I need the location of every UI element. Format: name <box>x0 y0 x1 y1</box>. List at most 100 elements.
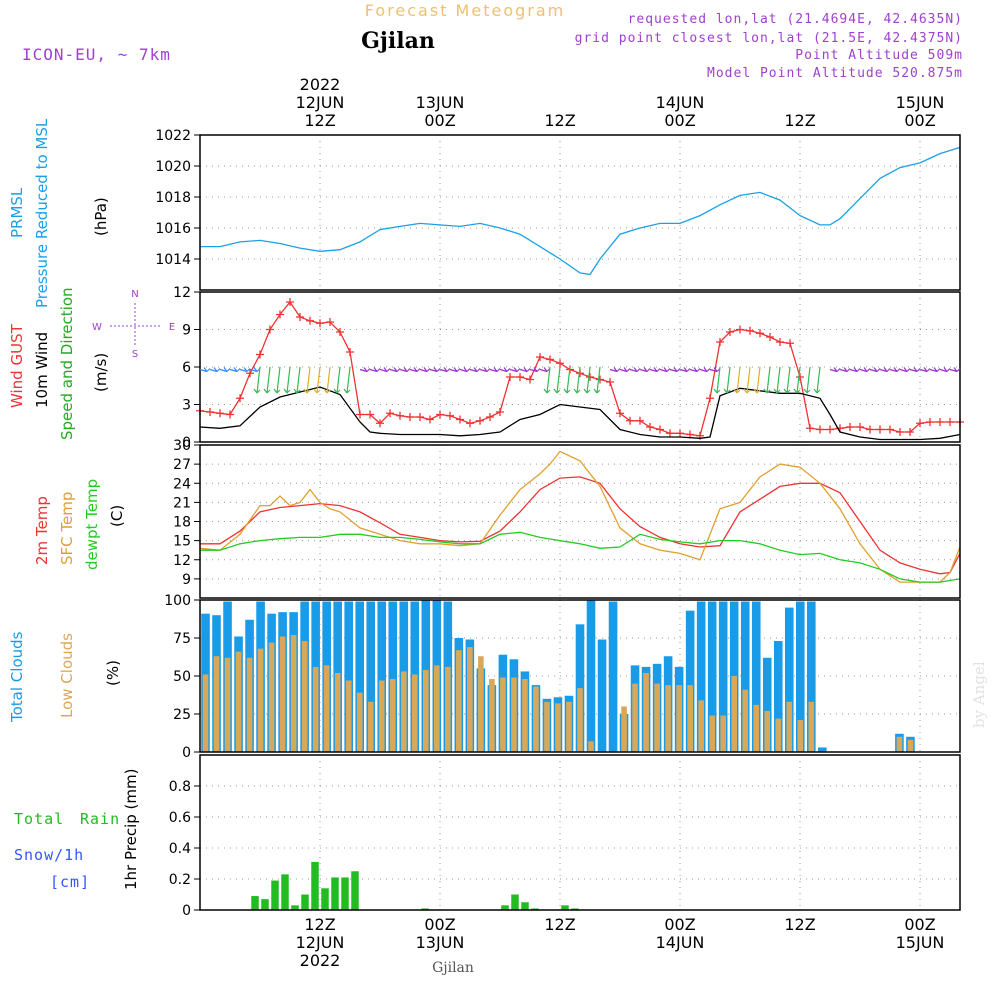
gust-marker <box>436 410 444 419</box>
gust-marker <box>886 425 894 434</box>
wind-arrow <box>919 368 928 373</box>
wind-arrow <box>369 368 378 373</box>
precipitation-frame <box>199 754 961 911</box>
low-cloud-bar <box>213 656 220 752</box>
low-cloud-bar <box>533 686 539 752</box>
precip-bar <box>281 874 289 910</box>
wind-arrowhead <box>283 388 291 394</box>
low-cloud-bar <box>698 700 704 752</box>
low-cloud-bar <box>544 701 550 752</box>
wind-arrowhead <box>463 367 471 372</box>
precip-label-total: Total <box>14 810 64 828</box>
time-axis-label: 00Z <box>904 111 935 130</box>
wind-ytick-label: 3 <box>182 398 191 414</box>
low-cloud-bar <box>489 679 495 752</box>
wind-arrow <box>869 368 878 373</box>
wind-arrow <box>276 366 281 394</box>
wind-arrowhead <box>203 367 211 372</box>
wind-arrowhead <box>573 388 581 394</box>
time-axis-label: 12JUN <box>296 933 345 952</box>
wind-arrowhead <box>743 388 751 394</box>
precip-bar <box>331 877 339 910</box>
footer-location: Gjilan <box>432 960 474 976</box>
wind-panel-labels: Wind GUST 10m Wind Speed and Direction (… <box>8 287 175 440</box>
wind-arrowhead <box>643 367 651 372</box>
total-cloud-bar <box>718 601 728 752</box>
wind-arrow <box>256 366 261 394</box>
temperature-ytick-label: 12 <box>173 553 191 569</box>
total-cloud-bar <box>696 601 706 752</box>
gust-marker <box>906 428 914 436</box>
time-axis-label: 00Z <box>664 915 695 934</box>
gust-marker <box>946 418 954 426</box>
precip-bar <box>261 899 269 910</box>
low-cloud-bar <box>301 641 308 752</box>
wind-arrow <box>459 368 468 373</box>
wind-arrowhead <box>953 367 961 372</box>
compass-e: E <box>169 322 175 333</box>
wind-arrow <box>359 368 368 373</box>
wind-arrow <box>689 368 698 373</box>
time-axis-label: 00Z <box>904 915 935 934</box>
precip-bar <box>341 877 349 910</box>
gust-marker <box>746 326 754 335</box>
total-cloud-bar <box>377 601 387 752</box>
gust-marker <box>356 410 364 419</box>
low-cloud-bar <box>434 665 440 752</box>
gust-marker <box>666 429 674 438</box>
cloud-label-low: Low Clouds <box>58 633 76 718</box>
wind-arrowhead <box>523 367 531 372</box>
wind-ytick-label: 6 <box>182 360 191 376</box>
precip-bar <box>501 905 509 910</box>
wind-arrowhead <box>533 367 541 372</box>
low-cloud-bar <box>566 701 572 752</box>
wind-arrow <box>479 368 488 373</box>
gust-marker <box>816 425 824 434</box>
wind-arrow <box>679 368 688 373</box>
gust-marker <box>406 413 414 421</box>
wind-arrowhead <box>853 367 861 372</box>
wind-arrow <box>609 368 618 373</box>
total-cloud-bar <box>784 607 794 752</box>
low-cloud-bar <box>753 704 760 752</box>
pressure-ytick-label: 1018 <box>155 190 191 206</box>
compass-s: S <box>132 349 138 360</box>
temperature-series-line <box>199 450 961 583</box>
wind-arrowhead <box>663 367 671 372</box>
precip-bar <box>311 861 319 910</box>
time-axis-label: 2022 <box>300 75 341 94</box>
pressure-ytick-label: 1020 <box>155 159 191 175</box>
time-axis-label: 13JUN <box>416 933 465 952</box>
wind-arrow <box>816 366 821 394</box>
wind-arrow <box>346 366 351 394</box>
precip-bar <box>351 871 359 910</box>
time-axis-label: 12Z <box>784 915 815 934</box>
temp-label-sfc: SFC Temp <box>58 492 76 565</box>
precipitation-ytick-label: 0.8 <box>169 779 191 795</box>
low-cloud-bar <box>378 680 385 752</box>
wind-arrowhead <box>793 388 801 394</box>
precip-bar <box>301 894 309 910</box>
low-cloud-bar <box>500 677 506 752</box>
low-cloud-bar <box>423 669 429 752</box>
wind-arrow <box>296 366 301 394</box>
gust-marker <box>796 373 804 381</box>
wind-label-unit: (m/s) <box>92 353 110 392</box>
wind-arrowhead <box>563 388 571 394</box>
gust-marker <box>776 338 784 346</box>
model-label: ICON-EU, ~ 7km <box>22 45 171 64</box>
low-cloud-bar <box>775 718 782 752</box>
precip-bar <box>321 888 329 910</box>
gust-marker <box>616 409 624 418</box>
wind-arrowhead <box>343 388 351 394</box>
time-axis-label: 13JUN <box>416 93 465 112</box>
gust-marker <box>786 339 794 348</box>
low-cloud-bar <box>323 665 330 752</box>
temp-label-dewpt: dewpt Temp <box>83 479 101 570</box>
wind-arrowhead <box>243 367 251 372</box>
wind-arrow <box>716 366 721 394</box>
low-cloud-bar <box>797 720 804 752</box>
temperature-ytick-label: 24 <box>173 476 191 492</box>
